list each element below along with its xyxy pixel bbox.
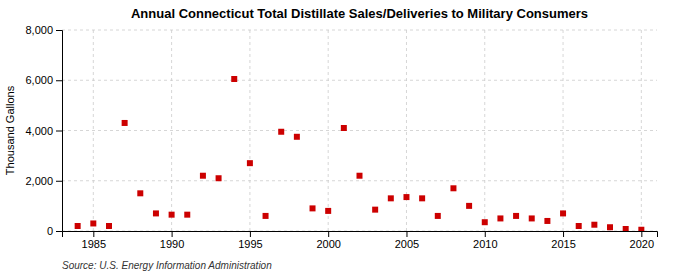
tick-mark — [485, 231, 486, 237]
tick: 1995 — [238, 231, 262, 250]
point — [623, 226, 629, 231]
tick-label: 2000 — [316, 238, 340, 250]
point — [497, 215, 503, 221]
point — [357, 173, 363, 179]
point — [419, 195, 425, 201]
point — [576, 223, 582, 229]
point — [184, 212, 190, 218]
point — [137, 190, 143, 196]
point — [200, 173, 206, 179]
tick-label: 2015 — [551, 238, 575, 250]
point — [372, 207, 378, 213]
tick: 8,000 — [25, 24, 62, 36]
tick-mark — [56, 80, 62, 81]
points — [75, 76, 645, 231]
tick-mark — [563, 231, 564, 237]
point — [403, 194, 409, 200]
tick-label: 2020 — [630, 238, 654, 250]
chart-svg: 1985 1990 1995 2000 2005 2010 2015 2020 0 2,000 4,… — [0, 0, 675, 275]
tick: 1985 — [82, 231, 106, 250]
point — [341, 125, 347, 131]
tick: 2005 — [395, 231, 419, 250]
point — [216, 175, 222, 181]
grid-line-y — [62, 30, 657, 31]
grid-line-y — [62, 80, 657, 81]
point — [529, 215, 535, 221]
tick-label: 2010 — [473, 238, 497, 250]
tick-mark — [56, 231, 62, 232]
x-axis: 1985 1990 1995 2000 2005 2010 2015 2020 — [63, 231, 658, 250]
plot-area: 1985 1990 1995 2000 2005 2010 2015 2020 0 2,000 4,… — [25, 24, 657, 250]
tick-label: 2005 — [395, 238, 419, 250]
point — [169, 212, 175, 218]
y-axis-label: Thousand Gallons — [4, 85, 16, 175]
point — [544, 218, 550, 224]
tick: 6,000 — [25, 74, 62, 86]
point — [263, 213, 269, 219]
tick: 1990 — [160, 231, 184, 250]
chart-container: 1985 1990 1995 2000 2005 2010 2015 2020 0 2,000 4,… — [0, 0, 675, 275]
tick-label: 0 — [47, 225, 53, 237]
point — [106, 223, 112, 229]
point — [450, 185, 456, 191]
point — [591, 222, 597, 228]
tick: 4,000 — [25, 125, 62, 137]
tick: 0 — [47, 225, 62, 237]
point — [278, 129, 284, 135]
tick-mark — [93, 231, 94, 237]
tick-mark — [641, 231, 642, 237]
tick: 2010 — [473, 231, 497, 250]
tick-label: 4,000 — [25, 125, 53, 137]
axis-line — [56, 31, 63, 232]
point — [466, 203, 472, 209]
axis-line — [63, 232, 658, 238]
tick: 2020 — [630, 231, 654, 250]
point — [153, 210, 159, 216]
tick: 2000 — [316, 231, 340, 250]
y-axis: 0 2,000 4,000 6,000 8,000 — [25, 24, 62, 237]
point — [325, 208, 331, 214]
point — [560, 210, 566, 216]
point — [482, 219, 488, 225]
tick-label: 1985 — [82, 238, 106, 250]
tick-mark — [56, 181, 62, 182]
tick: 2015 — [551, 231, 575, 250]
tick-mark — [172, 231, 173, 237]
tick-mark — [250, 231, 251, 237]
point — [122, 120, 128, 126]
tick-label: 2,000 — [25, 175, 53, 187]
grid-line-y — [62, 130, 657, 131]
tick-mark — [56, 131, 62, 132]
tick-mark — [56, 30, 62, 31]
tick-label: 8,000 — [25, 24, 53, 36]
point — [388, 195, 394, 201]
tick: 2,000 — [25, 175, 62, 187]
point — [513, 213, 519, 219]
tick-mark — [406, 231, 407, 237]
title: Annual Connecticut Total Distillate Sale… — [131, 6, 588, 21]
point — [310, 205, 316, 211]
point — [607, 224, 613, 230]
point — [231, 76, 237, 82]
point — [638, 227, 644, 231]
point — [75, 223, 81, 229]
tick-mark — [328, 231, 329, 237]
grid — [62, 30, 657, 231]
point — [247, 160, 253, 166]
source-note: Source: U.S. Energy Information Administ… — [62, 260, 272, 271]
tick-label: 1990 — [160, 238, 184, 250]
point — [90, 220, 96, 226]
point — [294, 134, 300, 140]
tick-label: 6,000 — [25, 74, 53, 86]
point — [435, 213, 441, 219]
grid-line-y — [62, 180, 657, 181]
tick-label: 1995 — [238, 238, 262, 250]
